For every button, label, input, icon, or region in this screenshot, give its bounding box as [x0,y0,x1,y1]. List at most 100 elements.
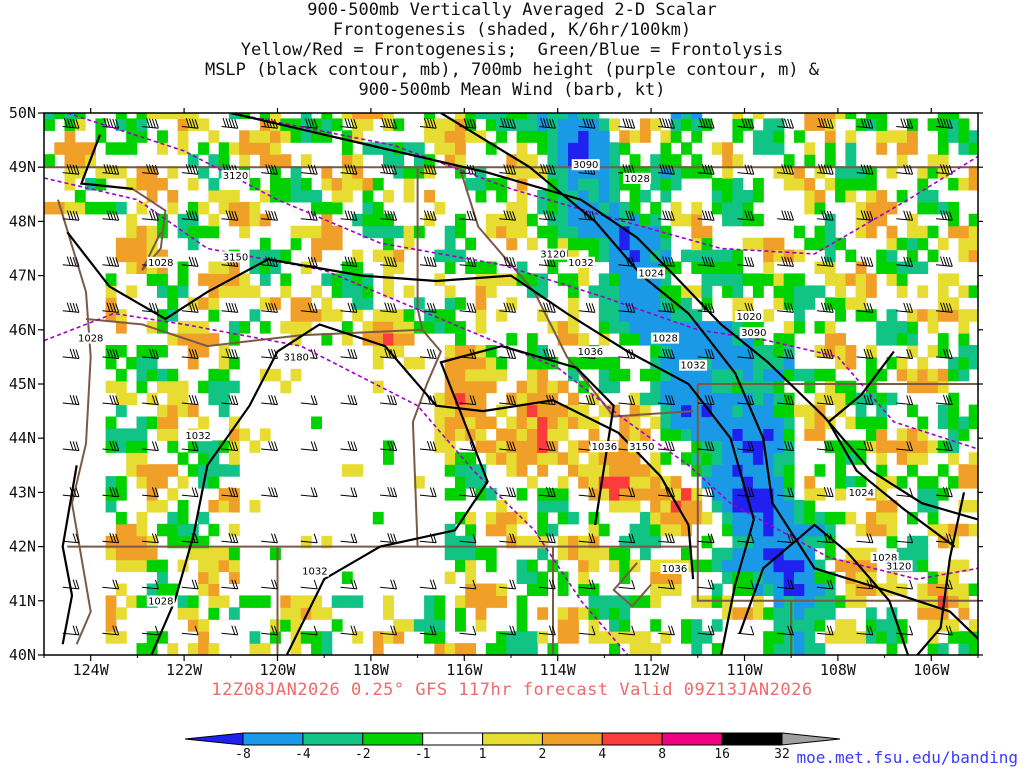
lat-tick-label: 41N [9,592,36,610]
shade-cell [105,619,117,632]
shade-cell [115,583,127,596]
shade-cell [393,619,405,632]
colorbar-label: 1 [479,747,487,762]
shade-cell [455,392,466,406]
wind-barb [499,394,517,406]
shade-cell [105,547,117,561]
shade-cell [670,201,682,215]
svg-text:3120: 3120 [223,171,248,182]
shade-cell [444,404,456,418]
credit-url[interactable]: moe.met.fsu.edu/banding [796,748,1018,767]
shade-cell [126,464,138,477]
wind-barb [816,394,834,406]
border-line [57,199,92,645]
shade-cell [609,488,620,501]
wind-barb [221,348,239,359]
shade-cell [742,452,754,465]
shade-cell [804,201,816,215]
shade-cell [722,190,733,203]
mslp-label: 1024 [847,487,876,499]
shade-cell [413,142,425,155]
shade-cell [927,643,939,655]
shade-cell [855,571,867,584]
wind-barb [102,163,120,175]
shade-cell [783,643,795,655]
shade-cell [824,392,836,406]
shade-cell [701,476,713,489]
shade-cell [711,190,723,203]
shade-cell [773,142,785,155]
shade-cell [372,309,384,322]
shade-cell [752,535,764,549]
wind-barb [896,395,914,406]
shade-cell [670,571,682,584]
shade-cell [968,464,978,477]
shade-cell [290,118,302,131]
shade-cell [865,356,877,370]
shade-cell [208,273,220,286]
shade-cell [218,464,230,477]
wind-barb [142,164,159,175]
shade-cell [804,285,816,298]
shade-cell [732,500,744,513]
wind-barb [380,256,398,267]
shade-cell [681,118,692,131]
wind-barb [499,533,517,544]
colorbar-label: 2 [538,747,546,762]
shade-cell [321,166,333,179]
shade-cell [763,643,775,655]
shade-cell [352,464,364,477]
shade-cell [917,178,929,191]
wind-barb [499,164,517,175]
shade-cell [865,368,877,382]
shade-cell [311,225,322,239]
shade-cell [455,142,466,155]
shade-cell [424,321,435,334]
wind-barb [816,256,834,267]
shade-cell [907,309,918,322]
shade-cell [228,607,240,620]
shade-cell [198,559,209,573]
shade-cell [886,356,898,370]
shade-cell [526,643,538,655]
shade-cell [424,595,435,608]
shade-cell [619,273,631,286]
shade-cell [907,428,918,441]
shade-cell [537,511,549,525]
shade-cell [177,595,189,608]
shade-cell [557,511,569,525]
shade-cell [629,535,641,549]
shade-cell [948,201,959,215]
shade-cell [783,416,795,429]
shade-cell [670,113,682,119]
shade-cell [711,559,723,573]
shade-cell [742,190,754,203]
shade-cell [660,571,672,584]
shade-cell [907,130,918,143]
shade-cell [568,142,579,155]
height-label: 3120 [884,560,913,572]
wind-barb [856,118,874,129]
shade-cell [609,559,620,573]
wind-barb [697,533,715,544]
colorbar-label: 16 [714,747,730,762]
shade-cell [290,190,302,203]
mslp-label: 1032 [300,565,329,578]
shade-cell [814,201,826,215]
shade-cell [609,500,620,513]
shade-cell [177,333,189,346]
shade-cell [691,237,703,251]
shade-cell [239,213,251,227]
shade-cell [722,464,733,477]
shade-cell [239,154,251,167]
shade-cell [537,130,549,143]
shade-cell [598,118,610,131]
shade-cell [619,440,631,453]
shade-cell [691,113,703,119]
shade-cell [198,201,209,215]
shade-cell [896,619,908,632]
shade-cell [629,631,641,644]
shade-cell [239,225,251,239]
wind-barb [777,533,794,544]
shade-cell [598,547,610,561]
